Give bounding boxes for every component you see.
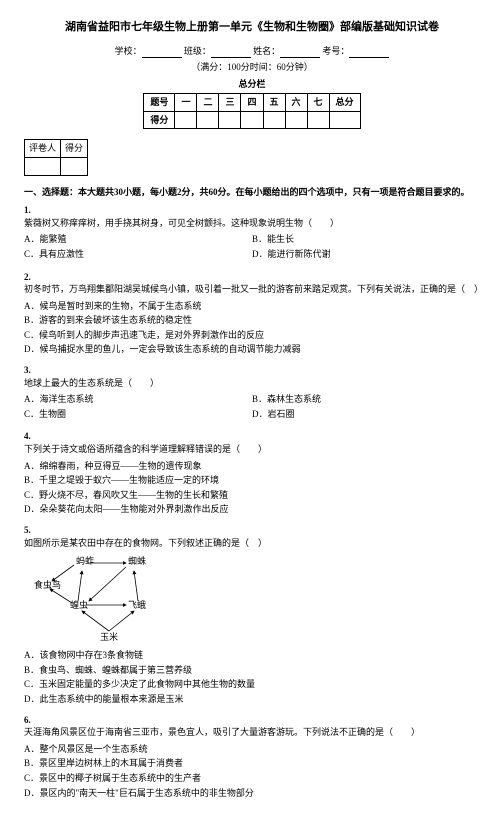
opt-b[interactable]: B．千里之堤毁于蚁穴——生物能适应一定的环境	[24, 474, 480, 487]
node-moth: 飞蛾	[128, 599, 146, 612]
section-heading: 一、选择题：本大题共30小题，每小题2分，共60分。在每小题给出的四个选项中，只…	[24, 186, 480, 199]
q-text: 紫薇树又称痒痒树，用手挠其树身，可见全树颤抖。这种现象说明生物（ ）	[24, 217, 480, 230]
score-th: 五	[263, 94, 285, 112]
opt-a[interactable]: A．该食物网中存在3条食物链	[24, 649, 480, 662]
opt-a[interactable]: A．海洋生态系统	[24, 393, 252, 406]
opt-b[interactable]: B．景区里岸边树林上的木耳属于消费者	[24, 757, 480, 770]
question-2: 2. 初冬时节，万鸟翔集鄱阳湖吴城候鸟小镇，吸引着一批又一批的游客前来踏足观赏。…	[24, 271, 480, 357]
score-th: 六	[285, 94, 307, 112]
q-num: 6.	[24, 714, 480, 727]
school-label: 学校：	[115, 46, 142, 56]
node-corn: 玉米	[100, 631, 118, 644]
grader-table: 评卷人 得分	[24, 139, 88, 175]
question-1: 1. 紫薇树又称痒痒树，用手挠其树身，可见全树颤抖。这种现象说明生物（ ） A．…	[24, 204, 480, 262]
node-bird: 食虫鸟	[34, 579, 61, 592]
score-cell[interactable]	[219, 111, 241, 129]
opt-d[interactable]: D．岩石圈	[252, 408, 480, 421]
score-th: 一	[175, 94, 197, 112]
node-spider: 蜘蛛	[128, 555, 146, 568]
opt-d[interactable]: D．景区内的"南天一柱"巨石属于生态系统中的非生物部分	[24, 787, 480, 800]
name-label: 姓名：	[253, 46, 280, 56]
q-options: A．能繁殖 B．能生长 C．具有应激性 D．能进行新陈代谢	[24, 233, 480, 262]
q-num: 5.	[24, 524, 480, 537]
sub-info: （满分：100分时间：60分钟）	[24, 61, 480, 74]
opt-b[interactable]: B．游客的到来会破坏该生态系统的稳定性	[24, 314, 480, 327]
score-table: 题号 一 二 三 四 五 六 七 总分 得分	[143, 93, 360, 129]
score-th: 四	[241, 94, 263, 112]
score-th: 二	[197, 94, 219, 112]
q-options: A．候鸟是暂时到来的生物，不属于生态系统 B．游客的到来会破坏该生态系统的稳定性…	[24, 300, 480, 356]
question-6: 6. 天涯海角风景区位于海南省三亚市，景色宜人，吸引了大量游客游玩。下列说法不正…	[24, 714, 480, 800]
score-th: 题号	[144, 94, 175, 112]
examno-blank[interactable]	[349, 48, 389, 58]
score-header-row: 题号 一 二 三 四 五 六 七 总分	[144, 94, 360, 112]
opt-c[interactable]: C．候鸟听到人的脚步声迅速飞走，是对外界刺激作出的反应	[24, 329, 480, 342]
opt-c[interactable]: C．景区中的椰子树属于生态系统中的生产者	[24, 772, 480, 785]
q-text: 初冬时节，万鸟翔集鄱阳湖吴城候鸟小镇，吸引着一批又一批的游客前来踏足观赏。下列有…	[24, 283, 480, 296]
score-cell[interactable]	[263, 111, 285, 129]
opt-c[interactable]: C．具有应激性	[24, 248, 252, 261]
q-text: 地球上最大的生态系统是（ ）	[24, 377, 480, 390]
q-text: 如图所示是某农田中存在的食物网。下列叙述正确的是（ ）	[24, 537, 480, 550]
name-blank[interactable]	[280, 48, 320, 58]
opt-c[interactable]: C．野火烧不尽，春风吹又生——生物的生长和繁殖	[24, 489, 480, 502]
opt-d[interactable]: D．此生态系统中的能量根本来源是玉米	[24, 693, 480, 706]
score-th: 三	[219, 94, 241, 112]
opt-a[interactable]: A．整个风景区是一个生态系统	[24, 743, 480, 756]
node-locust: 蝗虫	[70, 599, 88, 612]
opt-c[interactable]: C．生物圈	[24, 408, 252, 421]
score-cell[interactable]	[307, 111, 329, 129]
q-num: 3.	[24, 364, 480, 377]
score-value-row: 得分	[144, 111, 360, 129]
score-cell[interactable]	[329, 111, 360, 129]
opt-b[interactable]: B．食虫鸟、蜘蛛、蝗蛛都属于第三营养级	[24, 664, 480, 677]
q-num: 2.	[24, 271, 480, 284]
node-mazha: 蚂蚱	[76, 555, 94, 568]
q-options: A．整个风景区是一个生态系统 B．景区里岸边树林上的木耳属于消费者 C．景区中的…	[24, 743, 480, 799]
grader-score-label: 得分	[61, 140, 88, 158]
grader-cell[interactable]	[25, 157, 61, 175]
q-text: 下列关于诗文或俗语所蕴含的科学道理解释错误的是（ ）	[24, 443, 480, 456]
score-th: 总分	[329, 94, 360, 112]
question-3: 3. 地球上最大的生态系统是（ ） A．海洋生态系统 B．森林生态系统 C．生物…	[24, 364, 480, 422]
info-row: 学校： 班级： 姓名： 考号：	[24, 45, 480, 58]
food-web-diagram: 蚂蚱 蜘蛛 食虫鸟 蝗虫 飞蛾 玉米	[34, 553, 184, 643]
q-options: A．绵绵春雨，种豆得豆——生物的遗传现象 B．千里之堤毁于蚁穴——生物能适应一定…	[24, 460, 480, 516]
score-cell[interactable]	[285, 111, 307, 129]
opt-b[interactable]: B．森林生态系统	[252, 393, 480, 406]
score-cell[interactable]	[175, 111, 197, 129]
opt-d[interactable]: D．能进行新陈代谢	[252, 248, 480, 261]
opt-c[interactable]: C．玉米固定能量的多少决定了此食物网中其他生物的数量	[24, 678, 480, 691]
opt-d[interactable]: D．朵朵葵花向太阳——生物能对外界刺激作出反应	[24, 503, 480, 516]
opt-d[interactable]: D．候鸟捕捉水里的鱼儿，一定会导致该生态系统的自动调节能力减弱	[24, 343, 480, 356]
opt-a[interactable]: A．候鸟是暂时到来的生物，不属于生态系统	[24, 300, 480, 313]
q-num: 4.	[24, 430, 480, 443]
grader-label: 评卷人	[25, 140, 61, 158]
school-blank[interactable]	[142, 48, 182, 58]
q-options: A．该食物网中存在3条食物链 B．食虫鸟、蜘蛛、蝗蛛都属于第三营养级 C．玉米固…	[24, 649, 480, 705]
q-num: 1.	[24, 204, 480, 217]
question-4: 4. 下列关于诗文或俗语所蕴含的科学道理解释错误的是（ ） A．绵绵春雨，种豆得…	[24, 430, 480, 516]
opt-a[interactable]: A．绵绵春雨，种豆得豆——生物的遗传现象	[24, 460, 480, 473]
class-blank[interactable]	[211, 48, 251, 58]
score-cell[interactable]	[241, 111, 263, 129]
question-5: 5. 如图所示是某农田中存在的食物网。下列叙述正确的是（ ） 蚂蚱 蜘蛛 食虫鸟…	[24, 524, 480, 706]
score-cell[interactable]	[197, 111, 219, 129]
score-row-label: 得分	[144, 111, 175, 129]
exam-title: 湖南省益阳市七年级生物上册第一单元《生物和生物圈》部编版基础知识试卷	[24, 20, 480, 35]
opt-a[interactable]: A．能繁殖	[24, 233, 252, 246]
opt-b[interactable]: B．能生长	[252, 233, 480, 246]
q-text: 天涯海角风景区位于海南省三亚市，景色宜人，吸引了大量游客游玩。下列说法不正确的是…	[24, 726, 480, 739]
score-th: 七	[307, 94, 329, 112]
examno-label: 考号：	[322, 46, 349, 56]
grader-score-cell[interactable]	[61, 157, 88, 175]
q-options: A．海洋生态系统 B．森林生态系统 C．生物圈 D．岩石圈	[24, 393, 480, 422]
score-label: 总分栏	[24, 78, 480, 91]
class-label: 班级：	[184, 46, 211, 56]
